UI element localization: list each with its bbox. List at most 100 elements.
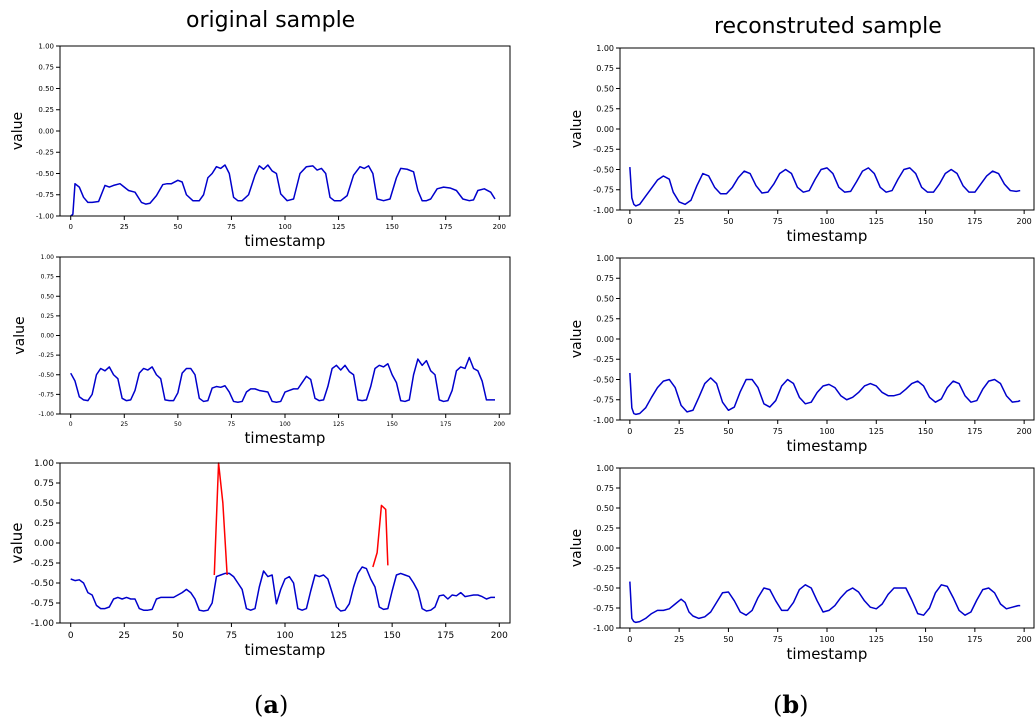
y-tick-label: -0.25 — [593, 145, 614, 154]
right-column-title: reconstruted sample — [714, 14, 942, 39]
x-tick-label: 100 — [278, 223, 291, 231]
x-tick-label: 200 — [494, 421, 506, 428]
x-tick-label: 125 — [869, 427, 884, 436]
x-tick-label: 200 — [1017, 427, 1032, 436]
y-tick-label: -0.50 — [593, 584, 614, 593]
x-tick-label: 150 — [918, 427, 933, 436]
series-line-a-3-2 — [372, 504, 389, 568]
x-tick-label: 100 — [819, 217, 834, 226]
x-tick-label: 50 — [173, 223, 182, 231]
y-tick-label: -0.75 — [593, 396, 614, 405]
series-line-b-3-0 — [629, 581, 1021, 624]
y-tick-label: 0.50 — [34, 499, 54, 509]
x-axis-label-a-2: timestamp — [245, 429, 326, 447]
y-tick-label: 1.00 — [34, 459, 54, 469]
x-axis-label-b-3: timestamp — [787, 645, 868, 663]
x-tick-label: 200 — [1017, 635, 1032, 644]
x-tick-label: 25 — [674, 427, 684, 436]
x-tick-label: 75 — [228, 421, 236, 428]
x-tick-label: 150 — [384, 631, 401, 641]
y-tick-label: 1.00 — [41, 254, 55, 261]
x-tick-label: 175 — [967, 217, 982, 226]
y-tick-label: -1.00 — [593, 416, 614, 425]
x-tick-label: 75 — [773, 635, 783, 644]
y-tick-label: 0.75 — [596, 274, 614, 283]
series-line-a-1-0 — [70, 164, 496, 217]
series-line-b-2-0 — [629, 372, 1021, 416]
x-axis-label-b-2: timestamp — [787, 437, 868, 455]
x-tick-label: 25 — [120, 421, 128, 428]
x-tick-label: 50 — [172, 631, 184, 641]
y-tick-label: 0.50 — [38, 85, 54, 93]
left-column-title: original sample — [186, 8, 356, 33]
x-axis-label-a-1: timestamp — [245, 232, 326, 250]
x-tick-label: 125 — [330, 631, 347, 641]
series-line-a-2-0 — [70, 356, 495, 403]
y-tick-label: 0.75 — [596, 64, 614, 73]
x-tick-label: 200 — [1017, 217, 1032, 226]
plot-a-1: 0 25 50 75 100 125 150 175 200 -1.00 -0.75 -0.50 -0.… — [10, 42, 511, 250]
y-tick-label: 0.50 — [596, 84, 614, 93]
y-tick-label: 0.75 — [41, 274, 55, 281]
axes-frame-b-3 — [619, 467, 1035, 629]
y-axis-label-a-3: value — [8, 523, 26, 564]
y-tick-label: -0.50 — [593, 165, 614, 174]
x-tick-label: 150 — [918, 217, 933, 226]
x-tick-label: 125 — [332, 223, 345, 231]
y-axis-label-b-2: value — [569, 320, 585, 358]
x-tick-label: 175 — [437, 631, 454, 641]
y-tick-label: -1.00 — [593, 206, 614, 215]
subfigure-label-b-letter: b — [782, 690, 800, 719]
y-tick-label: 0.00 — [596, 125, 614, 134]
x-axis-label-b-1: timestamp — [787, 227, 868, 245]
x-tick-label: 0 — [68, 223, 72, 231]
y-tick-label: 0.25 — [596, 315, 614, 324]
y-tick-label: -1.00 — [593, 624, 614, 633]
y-tick-label: -0.25 — [593, 355, 614, 364]
y-tick-label: 1.00 — [596, 464, 614, 473]
y-tick-label: 0.75 — [34, 479, 54, 489]
y-tick-label: -0.75 — [31, 599, 54, 609]
x-tick-label: 25 — [119, 631, 130, 641]
y-tick-label: 0.75 — [596, 484, 614, 493]
x-tick-label: 175 — [967, 427, 982, 436]
y-tick-label: -0.50 — [36, 170, 54, 178]
y-tick-label: 0.50 — [596, 294, 614, 303]
axes-frame-a-2 — [59, 256, 511, 415]
y-axis-label-a-1: value — [10, 112, 26, 150]
x-tick-label: 25 — [674, 635, 684, 644]
x-tick-label: 125 — [869, 217, 884, 226]
y-tick-label: -0.50 — [593, 375, 614, 384]
x-tick-label: 0 — [627, 427, 632, 436]
y-tick-label: 0.50 — [41, 293, 55, 300]
y-tick-label: 0.00 — [596, 335, 614, 344]
axes-frame-b-1 — [619, 47, 1035, 211]
y-tick-label: -0.50 — [31, 579, 55, 589]
x-tick-label: 50 — [723, 635, 733, 644]
x-tick-label: 0 — [69, 421, 73, 428]
y-tick-label: -0.25 — [38, 352, 54, 359]
y-tick-label: 0.25 — [38, 106, 54, 114]
y-tick-label: 0.00 — [34, 539, 54, 549]
x-tick-label: 100 — [276, 631, 293, 641]
x-tick-label: 50 — [723, 427, 733, 436]
y-tick-label: 0.25 — [34, 519, 54, 529]
x-tick-label: 150 — [918, 635, 933, 644]
y-axis-label-b-3: value — [569, 529, 585, 567]
y-tick-label: 1.00 — [38, 42, 54, 50]
y-tick-label: 1.00 — [596, 254, 614, 263]
x-tick-label: 50 — [174, 421, 182, 428]
y-tick-label: 0.50 — [596, 504, 614, 513]
y-axis-label-b-1: value — [569, 110, 585, 148]
y-axis-label-a-2: value — [12, 316, 28, 354]
y-tick-label: -1.00 — [36, 212, 54, 220]
y-tick-label: -0.75 — [38, 391, 54, 398]
subfigure-label-a-letter: a — [263, 690, 279, 719]
y-tick-label: 0.75 — [38, 64, 54, 72]
y-tick-label: -0.75 — [593, 604, 614, 613]
series-line-a-3-1 — [213, 462, 228, 576]
y-tick-label: 0.00 — [38, 127, 54, 135]
y-tick-label: -0.25 — [36, 149, 54, 157]
y-tick-label: 0.25 — [596, 524, 614, 533]
y-tick-label: -1.00 — [38, 411, 54, 418]
